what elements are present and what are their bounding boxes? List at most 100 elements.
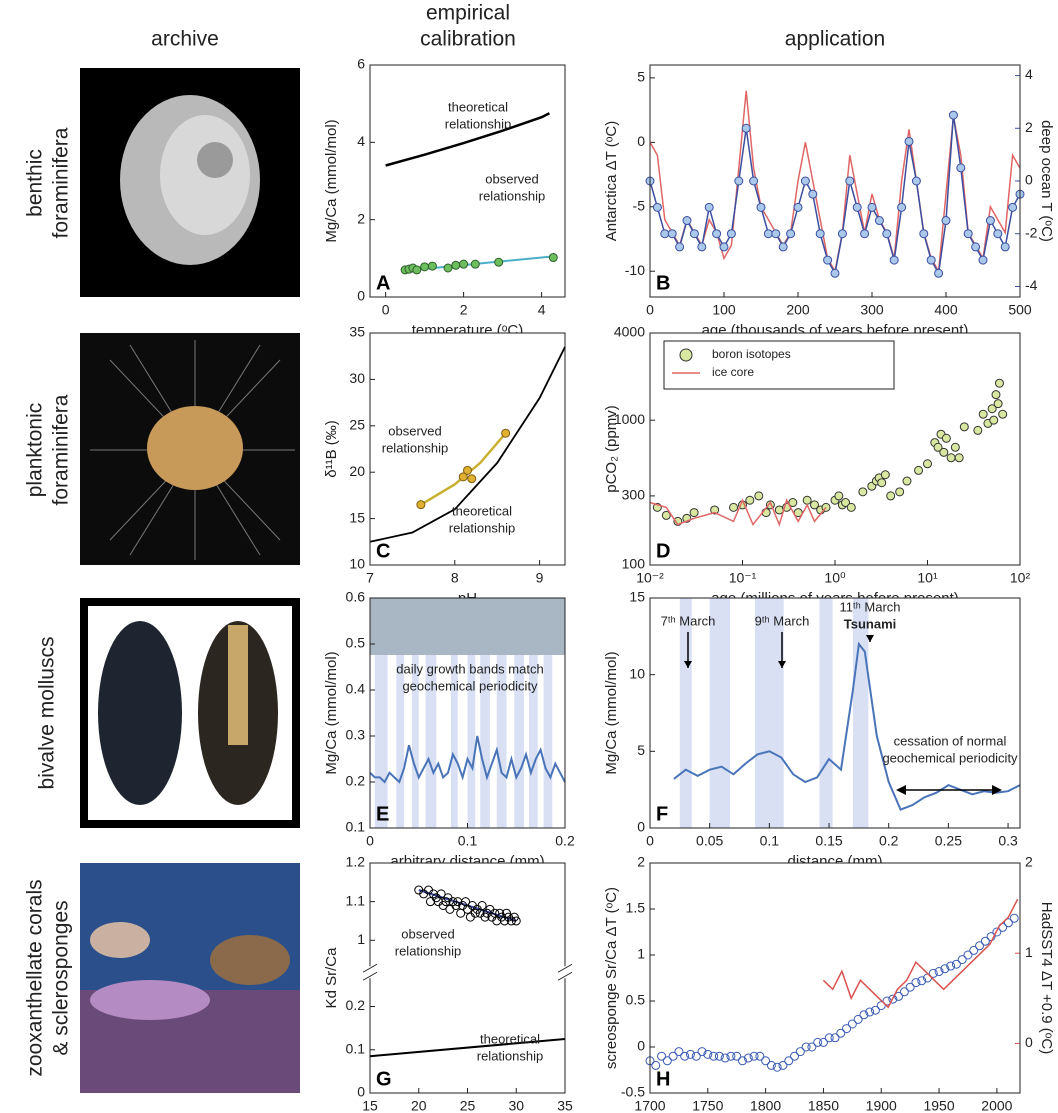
marker: [911, 978, 921, 988]
photo-shape: [210, 935, 290, 985]
marker: [941, 216, 951, 226]
axes-frame: [649, 64, 1021, 298]
y-tick-label: 5: [637, 69, 645, 85]
marker: [657, 1051, 667, 1061]
y-axis-label: Mg/Ca (mmol/mol): [323, 651, 340, 774]
marker: [985, 216, 995, 226]
y2-axis-label: HadSST4 ΔT +0.9 (ᵒC): [1038, 902, 1055, 1055]
y-tick-label: 4: [357, 133, 365, 149]
annotation: relationship: [479, 188, 546, 203]
break-mark: [557, 963, 573, 973]
y-tick-label: 25: [349, 417, 365, 433]
panel: 10⁻²10⁻¹10⁰10¹10²10030010004000age (mill…: [603, 324, 1030, 607]
y-tick-label: 10: [629, 665, 645, 681]
annotation: 7ᵗʰ March: [661, 613, 716, 628]
band: [374, 655, 388, 828]
y-tick-label: 1.5: [626, 900, 646, 916]
y2-tick-label: 0: [1025, 172, 1033, 188]
annotation: relationship: [449, 520, 516, 535]
legend-label: boron isotopes: [712, 347, 791, 361]
marker: [660, 229, 670, 239]
marker: [494, 257, 504, 267]
y-axis-label: Mg/Ca (mmol/mol): [323, 119, 340, 242]
marker: [934, 967, 944, 977]
marker: [763, 229, 773, 239]
x-tick-label: 500: [1008, 302, 1032, 318]
marker: [987, 404, 997, 414]
marker: [815, 229, 825, 239]
y-tick-label: 0.1: [346, 1040, 366, 1056]
annotation: observed: [485, 171, 538, 186]
x-tick-label: 30: [508, 1098, 524, 1113]
marker: [443, 263, 453, 273]
marker: [980, 936, 990, 946]
y2-tick-label: 4: [1025, 66, 1033, 82]
marker: [651, 1060, 661, 1070]
series-line: [369, 346, 566, 543]
y-tick-label: 0.6: [346, 589, 366, 605]
y-tick-label: -0.5: [621, 1084, 645, 1100]
y2-axis-label: deep ocean T (ᵒC): [1038, 120, 1055, 242]
marker: [661, 510, 671, 520]
annotation: 9ᵗʰ March: [755, 613, 810, 628]
marker: [712, 229, 722, 239]
y-tick-label: -10: [625, 262, 645, 278]
x-tick-label: 100: [712, 302, 736, 318]
y-axis-label: pCO₂ (ppmv): [603, 405, 620, 493]
marker: [991, 390, 1001, 400]
marker: [867, 202, 877, 212]
marker: [836, 1028, 846, 1038]
y2-tick-label: 2: [1025, 854, 1033, 870]
x-tick-label: 1700: [634, 1098, 665, 1113]
x-tick-label: 20: [411, 1098, 427, 1113]
marker: [754, 491, 764, 501]
marker: [823, 255, 833, 265]
marker: [969, 945, 979, 955]
photo-shape: [160, 115, 250, 235]
x-tick-label: 0.05: [696, 833, 723, 849]
marker: [689, 229, 699, 239]
y-tick-label: 0: [637, 133, 645, 149]
series-line: [649, 498, 827, 527]
y-axis-label: Antarctica ΔT (ᵒC): [603, 121, 620, 241]
marker: [946, 453, 956, 463]
marker: [860, 229, 870, 239]
marker: [674, 1047, 684, 1057]
band: [543, 655, 553, 828]
y-tick-label: 1.1: [346, 892, 366, 908]
band: [852, 598, 869, 828]
marker: [830, 1033, 840, 1043]
x-tick-label: 1950: [923, 1098, 954, 1113]
photos: [80, 68, 300, 1093]
x-tick-label: 7: [366, 570, 374, 586]
marker: [994, 378, 1004, 388]
y-tick-label: 0.2: [346, 773, 366, 789]
marker: [971, 242, 981, 252]
marker: [652, 202, 662, 212]
marker: [975, 941, 985, 951]
marker: [941, 433, 951, 443]
panel-letter: F: [656, 803, 668, 825]
marker: [858, 487, 868, 497]
y2-tick-label: -2: [1025, 224, 1038, 240]
column-header: application: [785, 28, 885, 51]
marker: [691, 1051, 701, 1061]
plot-area: [650, 65, 1020, 297]
break-mark: [557, 971, 573, 981]
marker: [895, 487, 905, 497]
x-tick-label: 10⁰: [824, 570, 846, 586]
marker: [957, 955, 967, 965]
marker: [719, 242, 729, 252]
marker: [928, 968, 938, 978]
marker: [874, 216, 884, 226]
band: [396, 655, 405, 828]
marker: [703, 1049, 713, 1059]
y2-tick-label: 1: [1025, 944, 1033, 960]
marker: [667, 229, 677, 239]
x-tick-label: 0.1: [458, 833, 478, 849]
y-tick-label: 20: [349, 463, 365, 479]
marker: [668, 1051, 678, 1061]
legend-box: [663, 340, 895, 390]
